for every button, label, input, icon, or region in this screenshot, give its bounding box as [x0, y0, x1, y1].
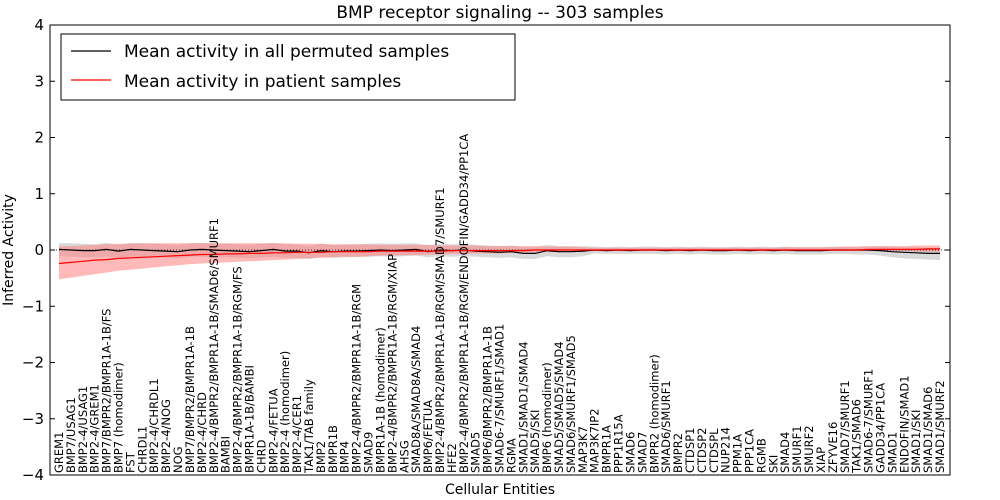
legend-label-permuted: Mean activity in all permuted samples [124, 42, 449, 62]
x-tick-label: TAK1/TAB family [302, 379, 316, 474]
x-tick-label: SMAD5/SMAD5/SMAD4 [552, 341, 566, 473]
x-tick-label: PPM1A [731, 434, 745, 473]
x-tick-label: BMP2-4/BMPR2/BMPR1A-1B/RGM [350, 284, 364, 473]
x-tick-label: SMURF2 [802, 425, 816, 473]
x-tick-label: GADD34/PP1CA [874, 383, 888, 473]
confidence-bands [59, 242, 940, 280]
y-tick-label: 4 [34, 16, 44, 34]
x-tick-labels: GREM1BMP7/USAG1BMP2-4/USAG1BMP2-4/GREM1B… [52, 134, 947, 474]
x-tick-label: SMAD1/SKI [909, 410, 923, 473]
x-tick-label: MAP3K7 [576, 426, 590, 473]
x-tick-label: CHRD [254, 439, 268, 473]
x-tick-label: TAK1/SMAD6 [850, 399, 864, 474]
series-lines [50, 248, 950, 265]
x-tick-label: SMAD6/SMURF1 [659, 380, 673, 473]
x-tick-label: BMP6/FETUA [421, 400, 435, 473]
x-tick-label: BMP2-4/BMPR2/BMPR1A-1B/RGM/FS [231, 266, 245, 473]
legend: Mean activity in all permuted samples Me… [60, 33, 516, 101]
x-tick-label: BMPR1A-1B/BAMBI [243, 365, 257, 473]
x-tick-label: RGMA [504, 438, 518, 473]
x-tick-label: NUP214 [719, 427, 733, 473]
x-tick-label: CTDSPL [707, 428, 721, 473]
x-tick-label: SMAD6/SMURF1/SMAD5 [564, 335, 578, 473]
x-tick-label: BMP6 (homodimer) [540, 362, 554, 473]
x-tick-label: SMAD5/SKI [528, 410, 542, 473]
x-tick-label: ENDOFIN/SMAD1 [897, 375, 911, 473]
x-tick-label: RGMB [754, 438, 768, 473]
x-axis-label: Cellular Entities [445, 482, 555, 498]
x-tick-label: BMP2-4/CHRD [195, 392, 209, 473]
x-tick-label: SMAD5 [469, 432, 483, 473]
x-tick-label: FST [123, 451, 137, 473]
x-tick-label: SMAD7/SMURF1 [838, 380, 852, 473]
y-tick-label: 3 [34, 72, 44, 90]
x-tick-label: BMP2-4/BMPR2/BMPR1A-1B/RGM/XIAP [385, 254, 399, 473]
x-tick-label: SMAD9 [362, 432, 376, 473]
y-axis-label: Inferred Activity [1, 194, 17, 306]
x-tick-label: BMP2-4/USAG1 [76, 386, 90, 473]
x-tick-label: CHRDL1 [135, 426, 149, 473]
x-tick-label: AHSG [397, 440, 411, 473]
x-tick-label: CTDSP1 [683, 428, 697, 473]
x-tick-label: SMURF1 [790, 425, 804, 473]
x-tick-label: SMAD8A/SMAD8A/SMAD4 [409, 326, 423, 473]
x-tick-label: BMPR1A [600, 425, 614, 473]
x-tick-label: CTDSP2 [695, 428, 709, 473]
x-tick-label: SMAD7 [635, 432, 649, 473]
x-tick-label: BMP7/BMPR2/BMPR1A-1B/FS [100, 309, 114, 473]
x-tick-label: SKI [766, 455, 780, 473]
x-tick-label: BMP2-4/BMPR2/BMPR1A-1B/RGM/SMAD7/SMURF1 [433, 187, 447, 473]
x-tick-label: BMP2-4/CHRDL1 [147, 378, 161, 473]
x-tick-label: BMP7 (homodimer) [112, 362, 126, 473]
x-tick-label: BMP2-4/BMPR2/BMPR1A-1B/RGM/ENDOFIN/GADD3… [457, 134, 471, 473]
y-tick-label: −4 [22, 466, 44, 484]
x-tick-label: BMP6/BMPR2/BMPR1A-1B [481, 326, 495, 473]
x-tick-label: BMPR1A-1B (homodimer) [373, 327, 387, 473]
y-tick-label: −3 [22, 410, 44, 428]
plot-frame [49, 24, 951, 476]
x-tick-label: BMP4 [338, 441, 352, 473]
x-tick-label: BMPR1B [326, 425, 340, 473]
y-axis-ticks: −4 −3 −2 −1 0 1 2 3 4 [22, 16, 950, 484]
x-tick-label: BMP2-4/CER1 [290, 395, 304, 473]
x-tick-label: ZFYVE16 [826, 422, 840, 473]
x-tick-label: BMP7/USAG1 [64, 397, 78, 473]
x-tick-label: SMAD6-7/SMURF1 [862, 369, 876, 473]
x-tick-label: SMAD1/SMAD6 [921, 387, 935, 473]
x-tick-label: BMP2-4/BMPR2/BMPR1A-1B/SMAD6/SMURF1 [207, 218, 221, 473]
x-tick-label: XIAP [814, 447, 828, 473]
y-tick-label: 0 [34, 241, 44, 259]
series-line-patient [58, 248, 940, 265]
y-tick-label: −1 [22, 297, 44, 315]
legend-box [60, 33, 516, 101]
y-tick-label: −2 [22, 354, 44, 372]
x-tick-label: SMAD1/SMAD1/SMAD4 [516, 341, 530, 473]
x-tick-label: BAMBI [219, 436, 233, 473]
x-tick-label: SMAD6-7/SMURF1/SMAD1 [493, 324, 507, 473]
y-tick-label: 1 [34, 185, 44, 203]
x-tick-label: SMAD1/SMURF2 [933, 380, 947, 473]
x-tick-label: BMPR2 [671, 433, 685, 473]
x-tick-label: PPP1CA [743, 429, 757, 473]
x-tick-label: MAP3K7IP2 [588, 408, 602, 473]
x-tick-label: BMPR2 (homodimer) [647, 354, 661, 473]
x-tick-label: PPP1R15A [612, 414, 626, 473]
x-tick-label: NOG [171, 446, 185, 473]
x-tick-label: BMP2-4/NOG [159, 399, 173, 473]
x-tick-label: BMP2-4/FETUA [266, 388, 280, 473]
x-tick-label: SMAD6 [624, 432, 638, 473]
x-tick-label: SMAD4 [778, 432, 792, 473]
x-tick-label: HFE2 [445, 443, 459, 473]
x-tick-label: GREM1 [52, 432, 66, 473]
x-tick-label: BMP2-4 (homodimer) [278, 351, 292, 473]
x-tick-label: SMAD1 [885, 432, 899, 473]
y-tick-label: 2 [34, 129, 44, 147]
band-patient [59, 243, 940, 280]
chart-title: BMP receptor signaling -- 303 samples [336, 3, 663, 23]
x-tick-label: BMP7/BMPR2/BMPR1A-1B [183, 326, 197, 473]
x-tick-label: BMP2-4/GREM1 [88, 384, 102, 473]
x-tick-label: BMP2 [314, 441, 328, 473]
legend-label-patient: Mean activity in patient samples [124, 72, 401, 92]
